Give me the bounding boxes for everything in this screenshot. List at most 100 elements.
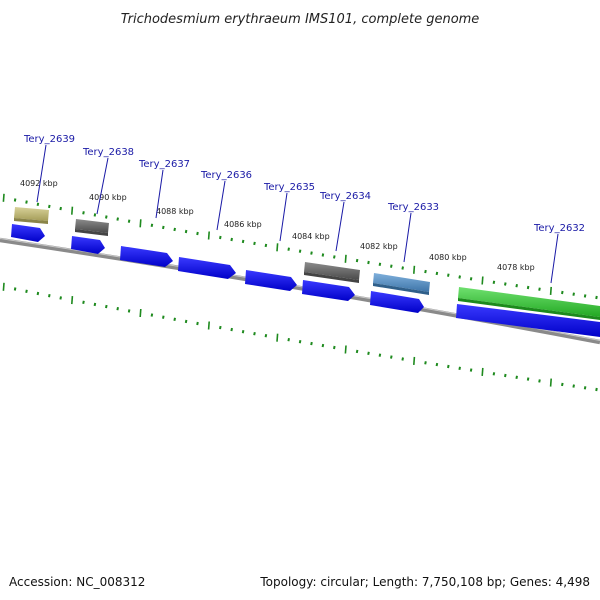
minor-tick [196,321,199,326]
minor-tick [184,319,188,324]
kbp-label: 4082 kbp [360,242,398,251]
leader-line [155,169,164,219]
minor-tick [298,249,302,253]
minor-tick [93,302,97,307]
minor-tick [241,330,245,334]
minor-tick [595,295,598,300]
major-tick [549,286,552,295]
locus-tag-tery-2634[interactable]: Tery_2634 [319,191,371,202]
minor-tick [504,282,507,286]
feature-block-green[interactable] [458,287,600,320]
minor-tick [310,341,313,346]
major-tick [2,193,5,202]
feature-block-olive[interactable] [14,207,49,224]
minor-tick [367,351,370,355]
cds-arrow-tery-2632[interactable] [456,304,600,337]
minor-tick [298,340,302,344]
minor-tick [36,291,40,296]
minor-tick [253,241,256,246]
locus-tag-tery-2638[interactable]: Tery_2638 [82,147,134,158]
cds-arrow-tery-2636[interactable] [178,257,236,279]
leader-line [403,212,412,263]
minor-tick [196,231,199,236]
inner-tick-ring [2,282,598,392]
minor-tick [469,277,473,281]
minor-tick [367,260,370,265]
minor-tick [162,225,165,230]
leader-lines [36,144,559,284]
major-tick [71,296,74,305]
genome-backbone [0,237,600,345]
minor-tick [401,357,404,361]
minor-tick [264,334,268,338]
minor-tick [219,235,222,240]
locus-tag-tery-2637[interactable]: Tery_2637 [138,159,190,170]
minor-tick [264,243,268,248]
minor-tick [469,368,473,372]
feature-block-gray-2[interactable] [304,262,360,283]
minor-tick [48,294,51,298]
minor-tick [82,300,85,304]
minor-tick [538,379,541,383]
locus-tag-tery-2635[interactable]: Tery_2635 [263,182,315,193]
major-tick [413,265,416,274]
minor-tick [424,269,427,274]
major-tick [276,333,279,342]
minor-tick [321,253,325,257]
kbp-label: 4084 kbp [292,232,330,241]
cds-arrow-tery-2639[interactable] [11,224,45,242]
minor-tick [572,292,575,296]
minor-tick [355,258,359,263]
minor-tick [25,200,28,204]
minor-tick [333,345,336,350]
minor-tick [458,366,461,370]
minor-tick [435,362,439,367]
minor-tick [13,287,17,291]
locus-tag-tery-2633[interactable]: Tery_2633 [387,202,439,213]
minor-tick [561,290,564,295]
minor-tick [583,386,587,390]
minor-tick [59,206,62,211]
minor-tick [458,275,461,279]
minor-tick [355,349,359,354]
cds-arrow-tery-2633[interactable] [370,291,424,313]
minor-tick [515,284,518,288]
minor-tick [93,213,97,217]
minor-tick [538,287,541,291]
minor-tick [595,387,598,392]
minor-tick [492,280,496,284]
minor-tick [173,227,176,232]
major-tick [344,254,347,263]
minor-tick [127,309,131,313]
locus-tag-tery-2639[interactable]: Tery_2639 [23,134,75,145]
minor-tick [378,353,382,357]
major-tick [139,219,142,228]
major-tick [2,282,5,291]
minor-tick [116,217,119,221]
major-tick [413,356,416,365]
kbp-label: 4090 kbp [89,193,127,202]
minor-tick [504,373,507,378]
locus-tag-tery-2632[interactable]: Tery_2632 [533,223,585,234]
minor-tick [241,239,245,244]
feature-block-gray-1[interactable] [75,219,109,236]
major-tick [139,308,142,318]
minor-tick [435,271,439,276]
minor-tick [253,332,256,336]
minor-tick [116,307,119,311]
major-tick [344,345,347,354]
minor-tick [390,355,393,359]
cds-arrow-tery-2638[interactable] [71,236,105,254]
feature-block-steelblue[interactable] [373,273,430,295]
cds-arrow-tery-2637[interactable] [120,246,173,267]
minor-tick [447,273,450,277]
leader-line [335,201,345,252]
locus-tag-tery-2636[interactable]: Tery_2636 [200,170,252,181]
major-tick [276,243,279,252]
minor-tick [424,361,427,365]
cds-arrow-tery-2635[interactable] [245,270,297,291]
minor-tick [82,211,85,215]
cds-arrow-tery-2634[interactable] [302,280,355,301]
